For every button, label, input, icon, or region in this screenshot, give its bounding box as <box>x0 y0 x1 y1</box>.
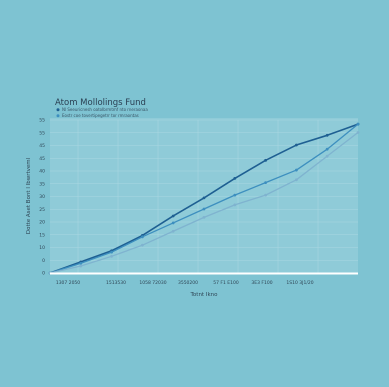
y-tick-labels: 0 0 10 15 20 25 30 35 40 45 45 55 55 <box>39 118 45 277</box>
series-1-point <box>202 196 206 200</box>
series-3-point <box>233 203 237 207</box>
plot-background <box>50 118 358 273</box>
y-tick-label: 0 <box>42 258 45 264</box>
series-2-point <box>171 221 175 225</box>
y-tick-label: 20 <box>39 220 45 226</box>
y-tick-label: 10 <box>39 245 45 251</box>
x-tick-label: 1307 2050 <box>56 280 80 286</box>
series-3-point <box>110 254 113 258</box>
x-tick-label: 3550200 <box>178 280 198 286</box>
y-tick-label: 30 <box>39 194 45 200</box>
y-tick-label: 35 <box>39 181 45 187</box>
series-3-point <box>295 178 298 182</box>
series-1-point <box>264 158 267 162</box>
x-tick-label: 3E3 F100 <box>251 280 272 286</box>
series-3-point <box>264 193 267 197</box>
series-2-point <box>295 168 298 172</box>
series-2-point <box>325 147 329 151</box>
series-3-point <box>171 229 175 233</box>
series-2-point <box>110 250 113 254</box>
series-layer <box>48 122 360 275</box>
legend-label-1: Nl Seeuricnesh oatoIbrmtmf nto rneraonaa <box>62 107 148 112</box>
y-tick-label: 25 <box>39 207 45 213</box>
series-2-point <box>356 122 360 126</box>
x-tick-label: 1513530 <box>106 280 126 286</box>
series-3-point <box>356 131 360 134</box>
series-1-point <box>171 214 175 218</box>
y-tick-label: 55 <box>39 130 45 136</box>
series-1-point <box>295 143 298 147</box>
x-axis-label: Totnt Ikno <box>190 292 219 298</box>
y-tick-label: 0 <box>42 271 45 277</box>
x-tick-label: 1058 72030 <box>139 280 166 286</box>
legend: Nl Seeuricnesh oatoIbrmtmf nto rneraonaa… <box>56 107 148 118</box>
series-2-point <box>233 193 237 197</box>
legend-marker-2 <box>56 114 60 118</box>
series-2-point <box>141 235 144 239</box>
chart-title: Atom Mollolings Fund <box>55 98 146 108</box>
x-tick-label: 57 F1 E100 <box>213 280 239 286</box>
series-3-point <box>202 215 206 219</box>
y-tick-label: 45 <box>39 143 45 149</box>
y-tick-label: 55 <box>39 118 45 124</box>
y-tick-label: 40 <box>39 169 45 175</box>
series-2-point <box>202 207 206 211</box>
series-3-point <box>141 243 144 247</box>
series-2-point <box>264 181 267 184</box>
x-tick-label: 1S10 3J1/20 <box>286 280 313 286</box>
x-tick-labels: 1307 2050 1513530 1058 72030 3550200 57 F1 E… <box>56 280 314 286</box>
series-1-point <box>233 177 237 180</box>
series-1-point <box>325 133 329 137</box>
series-2-point <box>79 261 83 265</box>
legend-label-2: Eostr coe tovertipegetrr tor rmraontas <box>62 113 139 118</box>
y-axis-label: Dotte Aset Bont l Ibwrtveml <box>26 157 32 234</box>
y-tick-label: 45 <box>39 156 45 162</box>
series-3-point <box>79 264 83 268</box>
legend-marker-1 <box>56 108 60 112</box>
series-3-point <box>325 154 329 158</box>
y-tick-label: 15 <box>39 232 45 238</box>
